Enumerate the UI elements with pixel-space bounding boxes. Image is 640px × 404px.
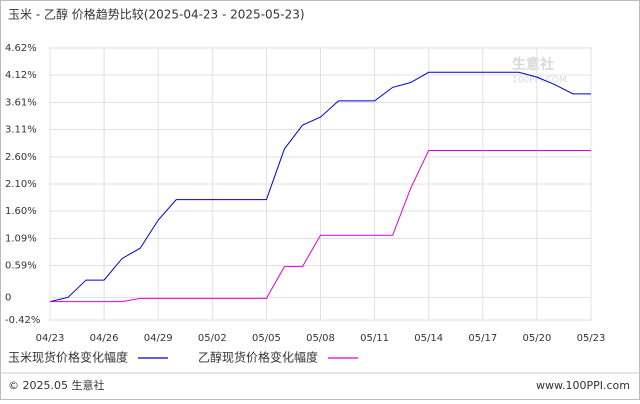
x-tick-label: 04/29 — [144, 333, 173, 344]
x-tick-label: 05/14 — [414, 333, 443, 344]
y-tick-label: 4.12% — [5, 70, 37, 81]
y-tick-label: 3.11% — [5, 124, 37, 135]
x-tick-label: 05/11 — [360, 333, 389, 344]
x-tick-label: 05/23 — [577, 333, 606, 344]
y-tick-label: 2.60% — [5, 152, 37, 163]
y-tick-label: 0.59% — [5, 260, 37, 271]
y-tick-label: 0 — [5, 292, 11, 303]
x-tick-label: 04/23 — [36, 333, 65, 344]
y-tick-label: 4.62% — [5, 43, 37, 54]
y-tick-label: -0.42% — [5, 315, 40, 326]
y-tick-label: 3.61% — [5, 98, 37, 109]
watermark-site: 100PPI.COM — [512, 76, 567, 86]
x-tick-label: 05/02 — [198, 333, 227, 344]
footer-left: © 2025.05 生意社 — [8, 378, 104, 392]
x-tick-label: 05/08 — [306, 333, 335, 344]
x-tick-label: 04/26 — [90, 333, 119, 344]
watermark: 生意社 — [512, 56, 554, 73]
series-line — [50, 150, 591, 303]
chart-title: 玉米 - 乙醇 价格趋势比较(2025-04-23 - 2025-05-23) — [8, 7, 305, 22]
footer-right: www.100PPI.com — [536, 379, 630, 392]
y-tick-label: 1.60% — [5, 206, 37, 217]
series-line — [49, 71, 591, 303]
legend-label: 乙醇现货价格变化幅度 — [198, 350, 318, 365]
y-tick-label: 1.09% — [5, 234, 37, 245]
x-tick-label: 05/17 — [468, 333, 497, 344]
legend-label: 玉米现货价格变化幅度 — [8, 350, 128, 365]
x-tick-label: 05/20 — [522, 333, 551, 344]
x-tick-label: 05/05 — [252, 333, 281, 344]
y-tick-label: 2.10% — [5, 179, 37, 190]
